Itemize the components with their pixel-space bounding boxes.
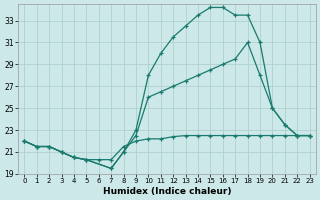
X-axis label: Humidex (Indice chaleur): Humidex (Indice chaleur) <box>103 187 231 196</box>
